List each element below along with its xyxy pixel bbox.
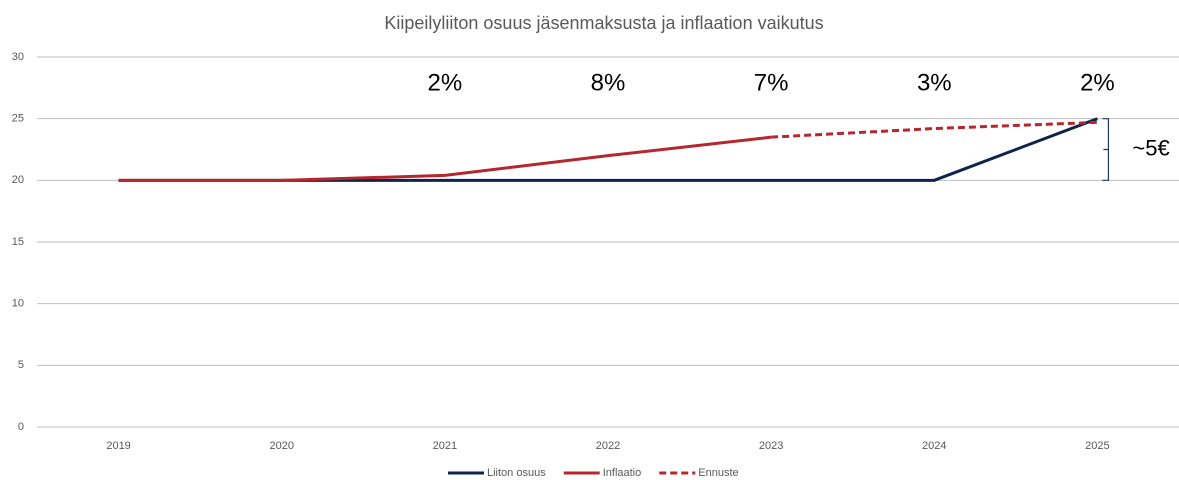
y-tick-label: 15 — [12, 236, 24, 248]
y-tick-label: 25 — [12, 113, 24, 125]
legend-label: Ennuste — [698, 467, 738, 479]
x-tick-label: 2020 — [269, 440, 293, 452]
x-tick-label: 2023 — [759, 440, 783, 452]
x-tick-label: 2022 — [596, 440, 620, 452]
x-tick-label: 2021 — [433, 440, 457, 452]
line-series — [771, 120, 1098, 139]
annotation: 2% — [1080, 69, 1115, 96]
legend-label: Inflaatio — [603, 467, 642, 479]
annotation: 7% — [754, 69, 789, 96]
legend-label: Liiton osuus — [487, 467, 546, 479]
bracket — [1102, 118, 1110, 181]
bracket-label: ~5€ — [1132, 135, 1169, 160]
y-tick-label: 10 — [12, 298, 24, 310]
x-tick-label: 2019 — [106, 440, 130, 452]
annotation: 2% — [428, 69, 463, 96]
line-series — [118, 135, 772, 182]
y-tick-label: 5 — [18, 359, 24, 371]
y-tick-label: 0 — [18, 421, 24, 433]
annotation: 8% — [591, 69, 626, 96]
x-tick-label: 2025 — [1085, 440, 1109, 452]
annotation: 3% — [917, 69, 952, 96]
x-tick-label: 2024 — [922, 440, 946, 452]
chart-title: Kiipeilyliiton osuus jäsenmaksusta ja in… — [384, 13, 823, 33]
y-tick-label: 20 — [12, 174, 24, 186]
y-tick-label: 30 — [12, 51, 24, 63]
